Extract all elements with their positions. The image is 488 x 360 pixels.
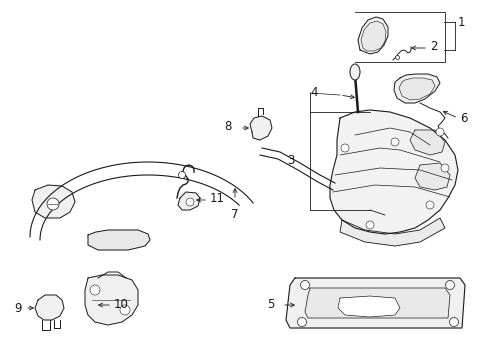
Polygon shape (32, 185, 75, 218)
Polygon shape (35, 295, 64, 320)
Polygon shape (85, 275, 138, 325)
Circle shape (297, 318, 306, 327)
Polygon shape (305, 288, 449, 318)
Polygon shape (329, 110, 457, 234)
Circle shape (395, 55, 399, 59)
Circle shape (340, 144, 348, 152)
Circle shape (425, 201, 433, 209)
Polygon shape (409, 130, 444, 155)
Circle shape (365, 221, 373, 229)
Text: 1: 1 (457, 15, 465, 28)
Text: 6: 6 (459, 112, 467, 125)
Text: 9: 9 (15, 302, 22, 315)
Circle shape (47, 198, 59, 210)
Circle shape (440, 164, 448, 172)
Text: 10: 10 (114, 297, 129, 310)
Polygon shape (357, 17, 387, 54)
Polygon shape (393, 74, 439, 103)
Polygon shape (249, 116, 271, 140)
Polygon shape (337, 296, 399, 317)
Polygon shape (178, 192, 200, 210)
Circle shape (300, 280, 309, 289)
Polygon shape (285, 278, 464, 328)
Polygon shape (360, 21, 385, 51)
Text: 5: 5 (267, 298, 274, 311)
Text: 11: 11 (209, 193, 224, 206)
Text: 8: 8 (224, 121, 231, 134)
Polygon shape (88, 230, 150, 250)
Text: 4: 4 (309, 86, 317, 99)
Polygon shape (398, 78, 434, 100)
Circle shape (390, 138, 398, 146)
Text: 2: 2 (429, 40, 437, 53)
Circle shape (445, 280, 453, 289)
Circle shape (448, 318, 458, 327)
Text: 7: 7 (231, 208, 238, 221)
Circle shape (435, 128, 443, 136)
Circle shape (178, 171, 185, 179)
Polygon shape (339, 218, 444, 246)
Circle shape (185, 198, 194, 206)
Circle shape (90, 285, 100, 295)
Polygon shape (414, 163, 449, 190)
Circle shape (120, 305, 130, 315)
Ellipse shape (349, 64, 359, 80)
Text: 3: 3 (287, 153, 294, 166)
